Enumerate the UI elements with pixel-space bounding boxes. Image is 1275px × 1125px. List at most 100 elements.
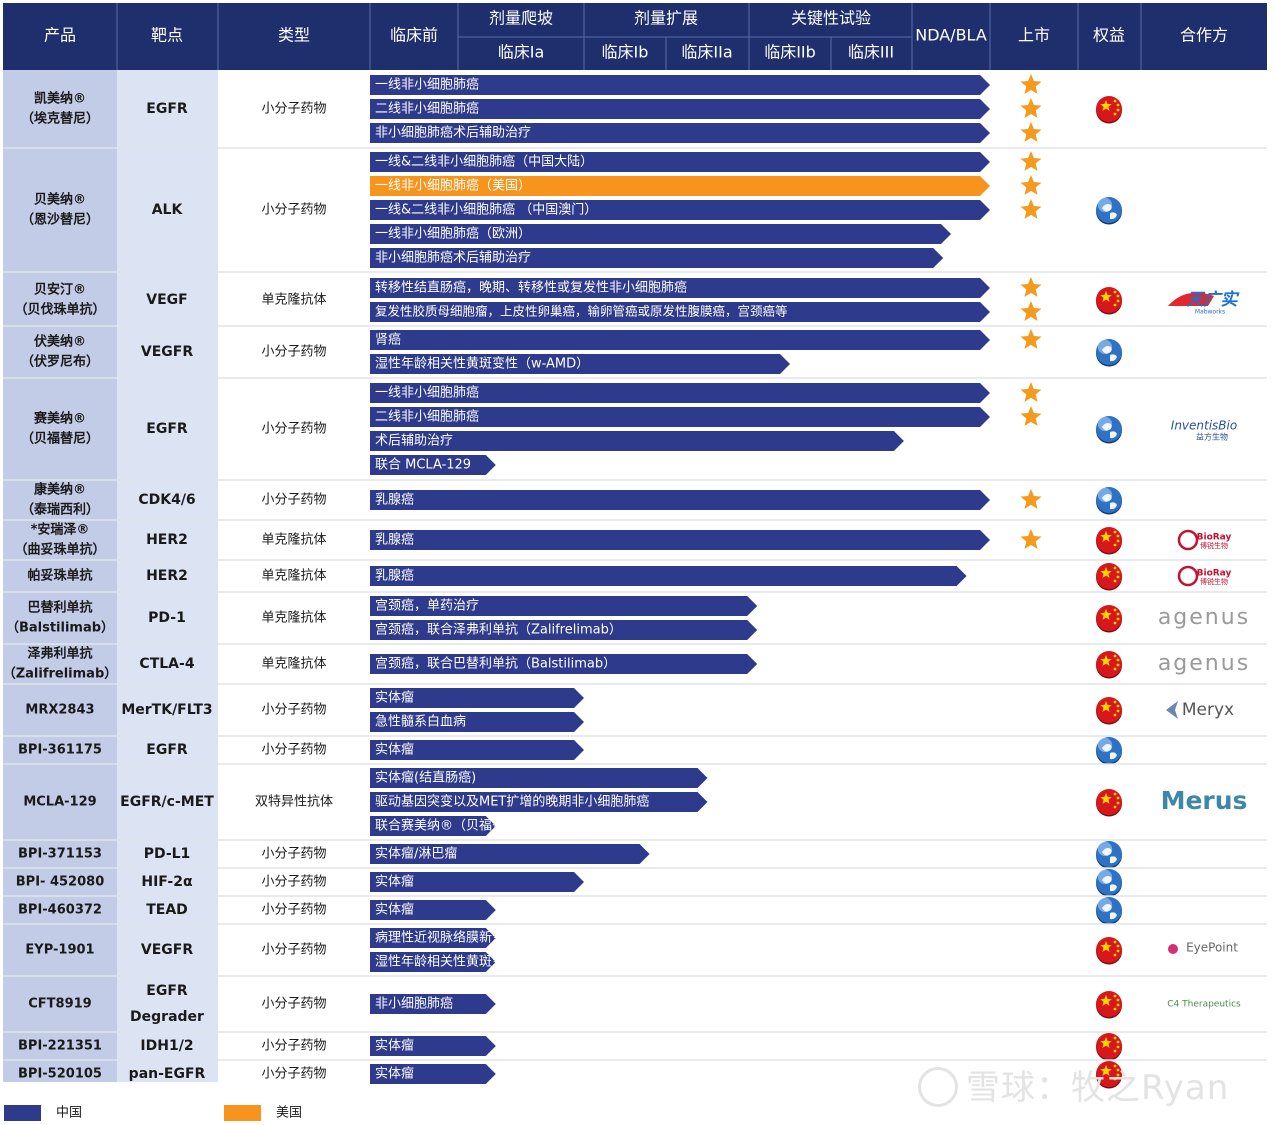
- partner-logo: C4 Therapeutics: [1167, 1000, 1241, 1010]
- header-dose-expansion: 剂量扩展: [634, 9, 698, 28]
- globe-land: [1102, 848, 1112, 856]
- indication-bar: [370, 1036, 496, 1056]
- watermark: 雪球：牧之Ryan: [918, 1060, 1229, 1110]
- drug-type: 双特异性抗体: [255, 795, 333, 810]
- flag-small-star: [1116, 944, 1120, 948]
- flag-star: [1100, 1037, 1112, 1048]
- indication-bar: [370, 302, 990, 322]
- product-name: BPI-520105: [18, 1067, 102, 1082]
- header-phase-2b: 临床IIb: [764, 43, 816, 62]
- indication-bar: [370, 952, 496, 972]
- indication-label: 急性髓系白血病: [375, 714, 466, 730]
- launched-star-icon: [1020, 122, 1042, 142]
- product-name: （伏罗尼布）: [21, 354, 99, 370]
- flag-small-star: [1116, 108, 1120, 112]
- target-name: PD-1: [148, 610, 186, 626]
- indication-bar: [370, 383, 990, 403]
- indication-bar: [370, 816, 496, 836]
- indication-bar: [370, 152, 990, 172]
- indication-bar: [370, 566, 967, 586]
- target-name: MerTK/FLT3: [121, 702, 212, 718]
- indication-label: 二线非小细胞肺癌: [375, 101, 479, 117]
- flag-small-star: [1113, 566, 1117, 570]
- global-globe-icon: [1096, 487, 1122, 515]
- indication-label: 乳腺癌: [375, 568, 414, 584]
- launched-star-icon: [1020, 529, 1042, 549]
- drug-type: 单克隆抗体: [261, 611, 326, 626]
- flag-small-star: [1113, 805, 1117, 809]
- product-name: 凯美纳®: [34, 91, 86, 107]
- product-name: EYP-1901: [25, 943, 94, 958]
- header-phase-1a: 临床Ia: [498, 43, 545, 62]
- global-globe-icon: [1096, 416, 1122, 444]
- indication-label: 肾癌: [375, 332, 401, 348]
- drug-type: 小分子药物: [261, 943, 326, 958]
- launched-star-icon: [1020, 98, 1042, 118]
- flag-small-star: [1113, 112, 1117, 116]
- flag-small-star: [1113, 543, 1117, 547]
- flag-small-star: [1113, 1036, 1117, 1040]
- flag-small-star: [1116, 1045, 1120, 1049]
- flag-small-star: [1116, 796, 1120, 800]
- product-name: MCLA-129: [23, 795, 96, 810]
- globe-land: [1110, 354, 1117, 362]
- launched-star-icon: [1020, 382, 1042, 402]
- product-name: 伏美纳®: [34, 334, 86, 350]
- indication-bar: [370, 99, 990, 119]
- legend-swatch: [224, 1105, 261, 1121]
- indication-bar: [370, 123, 990, 143]
- flag-small-star: [1116, 570, 1120, 574]
- target-name: VEGFR: [141, 942, 193, 958]
- product-name: （曲妥珠单抗）: [14, 542, 105, 558]
- flag-star: [1100, 100, 1112, 111]
- indication-bar: [370, 200, 990, 220]
- indication-label: 实体瘤(结直肠癌): [375, 770, 476, 786]
- flag-small-star: [1116, 299, 1120, 303]
- china-flag-icon: [1096, 287, 1122, 315]
- header-phase-3: 临床III: [848, 43, 894, 62]
- indication-bar: [370, 740, 584, 760]
- product-column-bg: [3, 70, 117, 1082]
- indication-label: 一线非小细胞肺癌: [375, 385, 479, 401]
- product-name: （Balstilimab）: [6, 620, 114, 636]
- partner-logo-mark: [1177, 529, 1199, 551]
- header-partner: 合作方: [1180, 26, 1228, 45]
- indication-bar: [370, 431, 904, 451]
- flag-small-star: [1116, 1068, 1120, 1072]
- indication-bar: [370, 224, 951, 244]
- target-name: EGFR/c-MET: [120, 794, 214, 810]
- indication-label: 实体瘤: [375, 874, 414, 890]
- flag-small-star: [1113, 1064, 1117, 1068]
- partner-logo-sub: 博锐生物: [1200, 577, 1228, 586]
- indication-label: 一线&二线非小细胞肺癌（中国大陆）: [375, 154, 593, 170]
- product-name: BPI-221351: [18, 1039, 102, 1054]
- globe-land: [1102, 423, 1112, 431]
- target-name: TEAD: [146, 902, 188, 918]
- flag-small-star: [1113, 994, 1117, 998]
- indication-bar: [370, 654, 758, 674]
- flag-small-star: [1116, 539, 1120, 543]
- global-globe-icon: [1096, 897, 1122, 925]
- indication-bar: [370, 75, 990, 95]
- product-name: BPI-371153: [18, 847, 102, 862]
- product-name: （恩沙替尼）: [21, 212, 99, 228]
- partner-logo: EyePoint: [1186, 941, 1238, 955]
- drug-type: 小分子药物: [261, 1067, 326, 1082]
- globe-land: [1110, 856, 1117, 864]
- flag-small-star: [1113, 99, 1117, 103]
- flag-small-star: [1113, 1007, 1117, 1011]
- launched-star-icon: [1020, 406, 1042, 426]
- header-type: 类型: [278, 26, 310, 45]
- indication-label: 二线非小细胞肺癌: [375, 409, 479, 425]
- indication-label: 一线非小细胞肺癌: [375, 77, 479, 93]
- product-name: BPI-361175: [18, 743, 102, 758]
- product-name: 帕妥珠单抗: [27, 568, 92, 584]
- globe-land: [1110, 431, 1117, 439]
- partner-logo-sub: 博锐生物: [1200, 541, 1228, 550]
- flag-star: [1100, 567, 1112, 578]
- indication-bar: [370, 248, 944, 268]
- indication-label: 术后辅助治疗: [375, 434, 453, 449]
- flag-star: [1100, 1065, 1112, 1076]
- target-name: HER2: [146, 568, 188, 584]
